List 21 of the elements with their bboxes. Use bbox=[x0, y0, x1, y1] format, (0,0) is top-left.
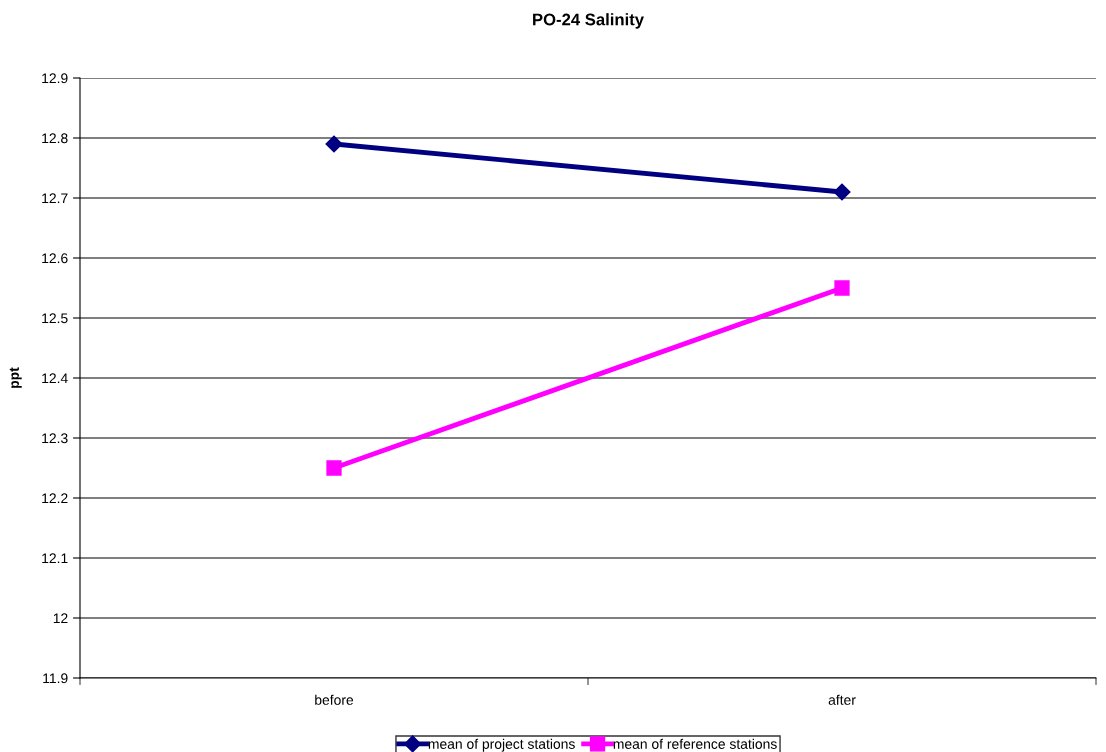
point bbox=[325, 135, 343, 153]
y-tick-label: 12.5 bbox=[42, 313, 68, 324]
y-tick-label: 12.1 bbox=[42, 553, 68, 564]
y-tick-label: 12.6 bbox=[42, 253, 68, 264]
y-tick-label: 12.4 bbox=[42, 373, 68, 384]
y-tick-label: 12.8 bbox=[42, 133, 68, 144]
point bbox=[833, 183, 851, 201]
chart-title: PO-24 Salinity bbox=[533, 13, 644, 29]
y-tick-label: 12.3 bbox=[42, 433, 68, 444]
y-tick-label: 12.7 bbox=[42, 193, 68, 204]
y-tick-label: 12.9 bbox=[42, 73, 68, 84]
y-tick-label: 12 bbox=[53, 613, 68, 624]
y-tick-label: 12.2 bbox=[42, 493, 68, 504]
legend-label: mean of project stations bbox=[428, 738, 575, 752]
y-tick-label: 11.9 bbox=[43, 673, 68, 684]
point bbox=[834, 280, 850, 296]
y-axis-title: ppt bbox=[9, 367, 22, 388]
x-tick-label: before bbox=[315, 694, 354, 705]
legend-label: mean of reference stations bbox=[613, 738, 777, 749]
x-tick-label: after bbox=[828, 694, 856, 705]
point bbox=[326, 460, 342, 476]
